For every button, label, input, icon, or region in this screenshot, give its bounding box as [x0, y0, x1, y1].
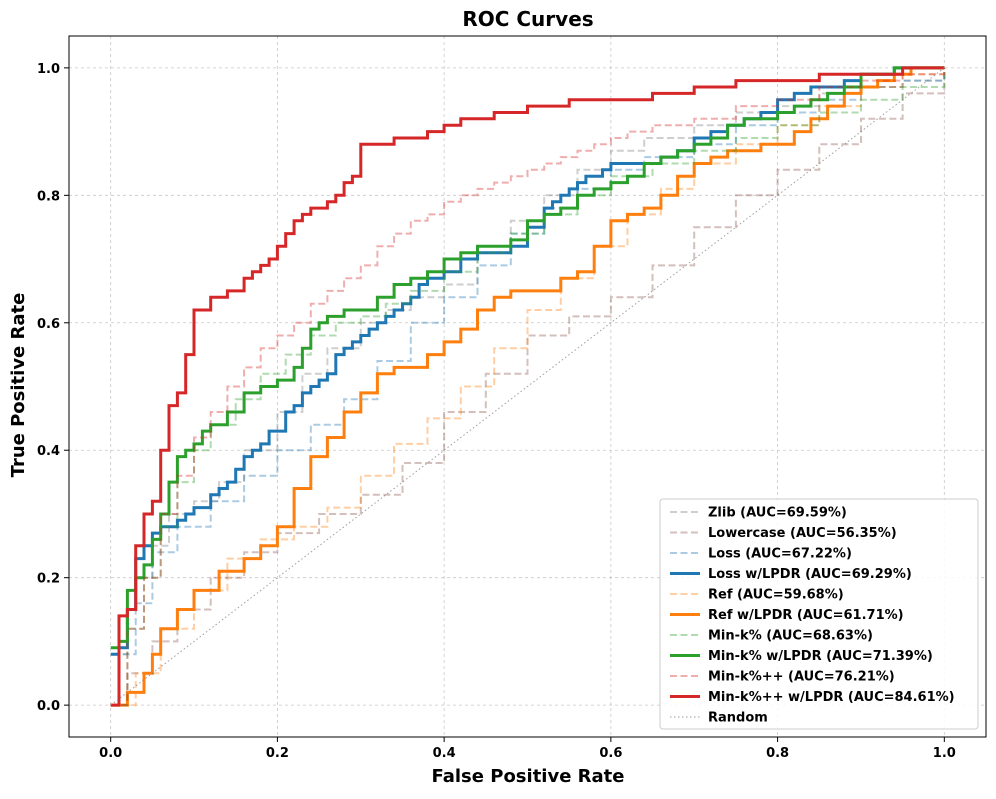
y-tick-label: 0.8	[37, 189, 60, 204]
x-tick-label: 1.0	[933, 746, 956, 761]
x-tick-label: 0.8	[766, 746, 789, 761]
roc-curve-random	[110, 67, 945, 706]
roc-curve-min-k	[110, 67, 946, 707]
chart-title: ROC Curves	[462, 7, 593, 31]
y-tick-label: 0.2	[37, 572, 60, 587]
roc-curve-min-k-pp	[110, 67, 946, 707]
legend-label: Zlib (AUC=69.59%)	[708, 506, 847, 521]
legend-label: Random	[708, 711, 768, 726]
legend-label: Loss w/LPDR (AUC=69.29%)	[708, 567, 912, 582]
roc-curve-min-k-pp-w-lpdr	[110, 66, 945, 707]
y-axis-title: True Positive Rate	[8, 293, 29, 478]
roc-curve-lowercase	[110, 67, 946, 707]
x-tick-label: 0.4	[433, 746, 456, 761]
series-lines	[110, 66, 946, 707]
plot-frame	[68, 35, 987, 738]
legend-label: Min-k% (AUC=68.63%)	[708, 629, 873, 644]
ticks: 0.0 0.2 0.4 0.6 0.8 1.0 0.0 0.2 0.4 0.6 0.8 1.0	[37, 62, 956, 761]
legend: Zlib (AUC=69.59%) Lowercase (AUC=56.35%) L…	[659, 498, 979, 730]
legend-label: Ref (AUC=59.68%)	[708, 588, 844, 603]
y-tick-label: 0.6	[37, 317, 60, 332]
legend-label: Min-k% w/LPDR (AUC=71.39%)	[708, 649, 933, 664]
legend-label: Lowercase (AUC=56.35%)	[708, 526, 897, 541]
x-axis-title: False Positive Rate	[432, 766, 625, 787]
legend-box	[659, 498, 979, 730]
legend-label: Min-k%++ w/LPDR (AUC=84.61%)	[708, 690, 955, 705]
legend-label: Ref w/LPDR (AUC=61.71%)	[708, 608, 904, 623]
roc-curve-ref	[110, 67, 946, 707]
x-tick-label: 0.0	[99, 746, 122, 761]
x-tick-label: 0.6	[599, 746, 622, 761]
y-tick-label: 0.4	[37, 444, 60, 459]
y-tick-label: 1.0	[37, 62, 60, 77]
roc-curve-min-k-w-lpdr	[110, 66, 945, 650]
y-tick-label: 0.0	[37, 699, 60, 714]
roc-curve-ref-w-lpdr	[110, 66, 945, 707]
x-tick-label: 0.2	[266, 746, 289, 761]
legend-label: Loss (AUC=67.22%)	[708, 547, 852, 562]
legend-label: Min-k%++ (AUC=76.21%)	[708, 670, 895, 685]
